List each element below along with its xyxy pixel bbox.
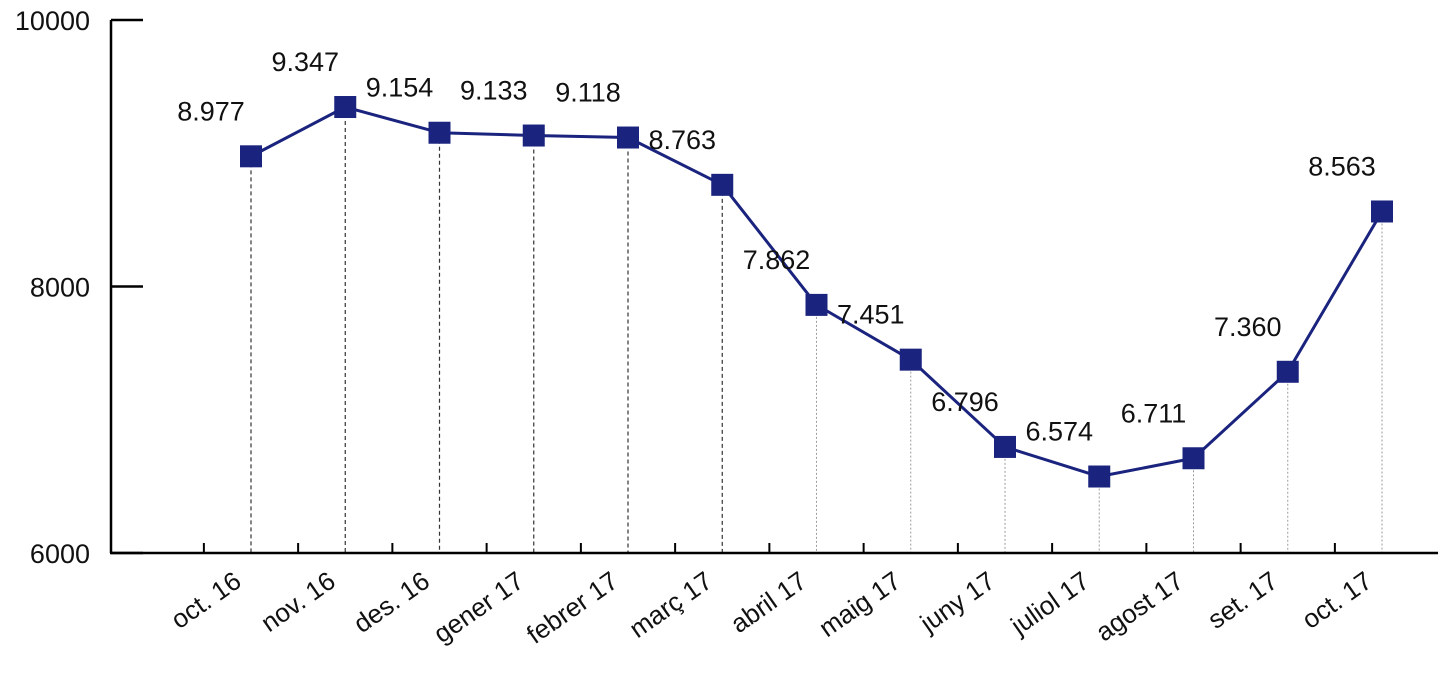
- data-point-marker: [522, 124, 545, 147]
- data-point-marker: [1371, 200, 1393, 223]
- data-point-marker: [428, 121, 451, 144]
- x-tick-label: juny 17: [914, 565, 1001, 638]
- data-point-marker: [1276, 360, 1299, 383]
- data-point-marker: [899, 348, 922, 371]
- axes: [109, 20, 1438, 555]
- value-labels: 8.977 9.347 9.154 9.133 9.118 8.763 7.862 7.451…: [177, 47, 1376, 447]
- data-value-label: 8.563: [1308, 151, 1376, 181]
- data-value-label: 8.763: [648, 125, 716, 155]
- x-tick-label: set. 17: [1202, 565, 1283, 634]
- markers: [240, 96, 1393, 488]
- x-tick-label: nov. 16: [255, 565, 340, 637]
- x-tick-label: oct. 17: [1296, 565, 1377, 634]
- data-value-label: 7.360: [1214, 312, 1282, 342]
- data-value-label: 8.977: [177, 96, 245, 126]
- data-point-marker: [617, 126, 639, 149]
- drop-lines: [250, 107, 1383, 553]
- data-value-label: 6.711: [1121, 398, 1187, 428]
- data-point-marker: [240, 145, 262, 168]
- data-point-marker: [1182, 447, 1205, 470]
- data-point-marker: [994, 435, 1016, 458]
- data-value-label: 9.118: [555, 78, 621, 108]
- y-tick-label: 10000: [15, 6, 90, 36]
- data-value-label: 9.133: [460, 76, 528, 106]
- x-tick-label: febrer 17: [521, 565, 623, 649]
- x-tick-label: març 17: [624, 565, 718, 643]
- data-value-label: 7.451: [837, 300, 905, 330]
- data-point-marker: [334, 96, 357, 119]
- data-value-label: 6.796: [931, 387, 999, 417]
- data-point-marker: [805, 293, 828, 316]
- y-tick-label: 6000: [30, 539, 90, 569]
- data-value-label: 7.862: [743, 245, 811, 275]
- data-value-label: 6.574: [1025, 417, 1093, 447]
- x-tick-label: juliol 17: [1004, 565, 1094, 641]
- x-tick-label: gener 17: [428, 565, 529, 648]
- y-tick-label: 8000: [30, 273, 90, 303]
- x-tick-label: oct. 16: [165, 565, 246, 634]
- data-point-marker: [711, 173, 734, 196]
- y-axis-ticks: 6000 8000 10000: [15, 6, 143, 569]
- x-tick-label: des. 16: [348, 565, 435, 638]
- x-tick-label: maig 17: [813, 565, 906, 643]
- x-tick-label: abril 17: [725, 565, 812, 638]
- x-tick-label: agost 17: [1090, 565, 1189, 647]
- data-point-marker: [1088, 465, 1111, 488]
- data-value-label: 9.154: [366, 73, 434, 103]
- data-value-label: 9.347: [271, 47, 339, 77]
